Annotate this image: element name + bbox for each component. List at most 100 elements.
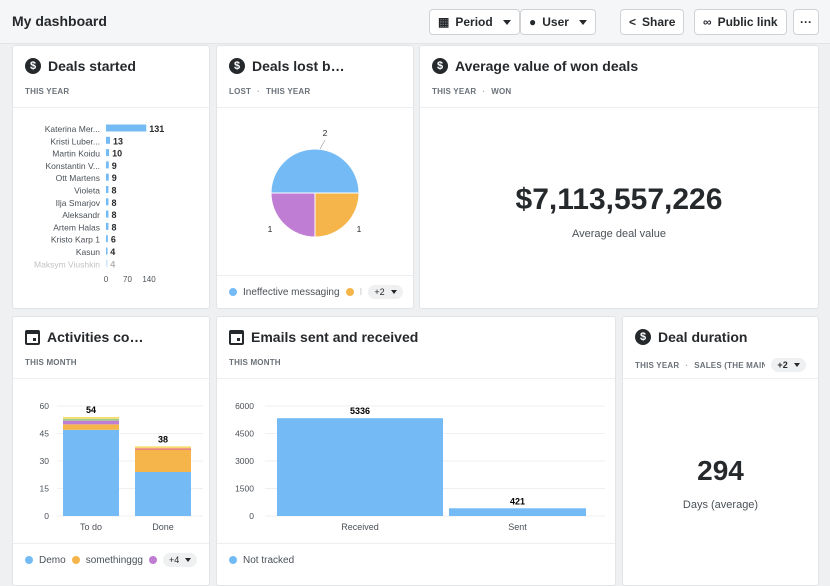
filter-label: THIS MONTH: [229, 358, 281, 367]
chevron-down-icon: [502, 19, 511, 25]
slice-label: 2: [323, 128, 328, 138]
deals-lost-pie: 2 1 1: [268, 128, 362, 238]
legend-item[interactable]: Demo: [39, 554, 66, 566]
y-tick: 0: [44, 511, 49, 521]
bar: [106, 161, 109, 169]
filter-label: THIS YEAR: [635, 360, 680, 370]
chart-legend: Demo somethinggg +4: [13, 543, 209, 576]
card-title[interactable]: Deals started: [48, 58, 136, 74]
legend-item[interactable]: I: [359, 286, 363, 298]
y-tick: 15: [40, 484, 50, 494]
bar-label: Ilja Smarjov: [56, 198, 101, 208]
x-tick: 70: [123, 275, 132, 284]
card-title[interactable]: Emails sent and received: [251, 329, 419, 345]
legend-more-button[interactable]: +2: [368, 285, 403, 299]
more-options-button[interactable]: ···: [793, 9, 819, 35]
y-tick: 1500: [235, 484, 254, 494]
share-icon: <: [629, 15, 637, 29]
activities-card: Activities co… THIS MONTH 0 15 30 45 60 54 To …: [12, 316, 210, 586]
pie-slice: [314, 192, 360, 238]
bar-segment: [63, 417, 119, 419]
bar-total: 54: [86, 405, 96, 415]
slice-label: 1: [357, 224, 362, 234]
bar-label: Artem Halas: [53, 222, 100, 232]
bar: [106, 235, 108, 243]
bar-label: Ott Martens: [56, 173, 100, 183]
bar-value: 4: [110, 259, 115, 269]
bar-segment: [63, 429, 119, 516]
bar-segment: [63, 418, 119, 421]
x-tick: To do: [80, 522, 102, 532]
card-title[interactable]: Deal duration: [658, 329, 748, 345]
y-tick: 0: [249, 511, 254, 521]
period-button[interactable]: ▦ Period: [429, 9, 520, 35]
bar-value: 8: [111, 210, 116, 220]
emails-card: Emails sent and received THIS MONTH 0 150…: [216, 316, 616, 586]
legend-item[interactable]: Not tracked: [243, 554, 295, 566]
card-title[interactable]: Activities co…: [47, 329, 144, 345]
bar-value: 131: [149, 124, 164, 134]
chart-legend: Ineffective messaging I +2: [217, 275, 413, 308]
bar: [106, 149, 110, 157]
bar-value: 421: [510, 496, 525, 506]
y-tick: 6000: [235, 401, 254, 411]
bar: [106, 259, 108, 267]
legend-item[interactable]: somethinggg: [85, 554, 143, 566]
leader-line: [319, 139, 326, 150]
bar-value: 8: [111, 186, 116, 196]
user-icon: ●: [529, 15, 537, 29]
bar-label: Kristi Luber...: [50, 136, 100, 146]
bar-value: 9: [112, 161, 117, 171]
bar-label: Aleksandr: [62, 210, 100, 220]
x-tick: Done: [152, 522, 174, 532]
chart-legend: Not tracked: [217, 543, 615, 576]
card-title[interactable]: Deals lost b…: [252, 58, 345, 74]
avg-value-card: $ Average value of won deals THIS YEAR · WO…: [419, 45, 819, 309]
bar: [106, 222, 109, 230]
bar-value: 8: [111, 222, 116, 232]
bar-value: 13: [113, 136, 123, 146]
chevron-down-icon: [390, 290, 397, 294]
bar: [106, 198, 109, 206]
deal-duration-card: $ Deal duration THIS YEAR · SALES (THE MAIN…: [622, 316, 819, 586]
bar-label: Kasun: [76, 247, 100, 257]
dollar-icon: $: [432, 58, 448, 74]
share-button[interactable]: < Share: [620, 9, 685, 35]
filter-label: THIS YEAR: [266, 87, 311, 96]
bar: [106, 136, 110, 144]
filter-label: THIS YEAR: [432, 87, 477, 96]
calendar-icon: [25, 329, 40, 345]
bar-segment: [135, 450, 191, 472]
slice-label: 1: [268, 224, 273, 234]
y-tick: 60: [40, 401, 50, 411]
page-title: My dashboard: [12, 13, 107, 29]
bar-segment: [135, 448, 191, 450]
legend-item[interactable]: Ineffective messaging: [243, 286, 340, 298]
x-tick: 140: [142, 275, 156, 284]
bar: [106, 173, 109, 181]
user-button[interactable]: ● User: [520, 9, 596, 35]
legend-more-button[interactable]: +4: [162, 553, 198, 567]
bar-total: 38: [158, 434, 168, 444]
activities-chart: 0 15 30 45 60 54 To do 38 Done: [40, 401, 203, 532]
bar-label: Kristo Karp 1: [51, 235, 100, 245]
x-tick: 0: [104, 275, 109, 284]
y-tick: 30: [40, 456, 50, 466]
dollar-icon: $: [635, 329, 651, 345]
filter-more-button[interactable]: +2: [771, 358, 806, 372]
card-title[interactable]: Average value of won deals: [455, 58, 639, 74]
bar-label: Konstantin V...: [45, 161, 100, 171]
y-tick: 3000: [235, 456, 254, 466]
filter-label: LOST: [229, 87, 252, 96]
chevron-down-icon: [185, 558, 192, 562]
public-link-button[interactable]: ∞ Public link: [694, 9, 787, 35]
bar-value: 5336: [350, 406, 370, 416]
bar-value: 6: [111, 235, 116, 245]
bar-label: Katerina Mer...: [45, 124, 100, 134]
kpi-value: 294: [697, 455, 744, 486]
bar-value: 9: [112, 173, 117, 183]
bar-segment: [135, 446, 191, 449]
bar: [277, 418, 443, 516]
bar-label: Martin Koidu: [52, 149, 100, 159]
filter-label: THIS YEAR: [25, 87, 70, 96]
